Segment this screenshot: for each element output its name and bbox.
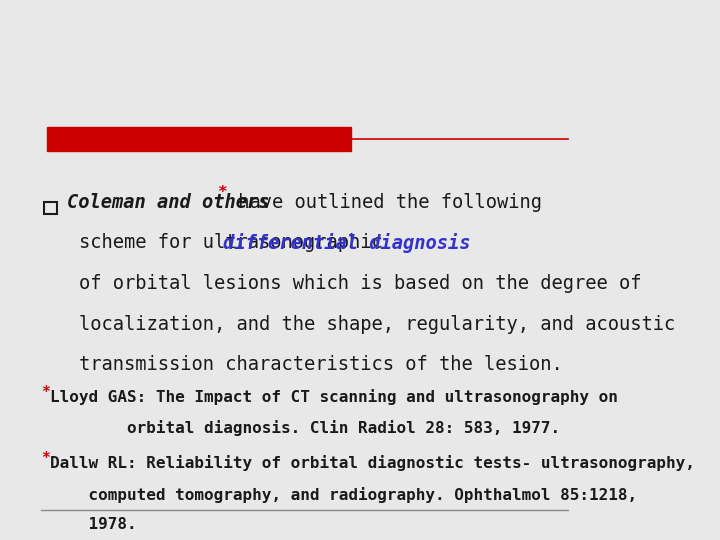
Text: orbital diagnosis. Clin Radiol 28: 583, 1977.: orbital diagnosis. Clin Radiol 28: 583, … (50, 420, 560, 436)
Text: Dallw RL: Reliability of orbital diagnostic tests- ultrasonography,: Dallw RL: Reliability of orbital diagnos… (50, 455, 695, 471)
Bar (44, 202, 57, 214)
Text: Coleman and others: Coleman and others (68, 193, 270, 212)
Text: Lloyd GAS: The Impact of CT scanning and ultrasonography on: Lloyd GAS: The Impact of CT scanning and… (50, 389, 618, 405)
Text: computed tomography, and radiography. Ophthalmol 85:1218,: computed tomography, and radiography. Op… (50, 487, 637, 503)
Text: 1978.: 1978. (50, 517, 136, 532)
Text: localization, and the shape, regularity, and acoustic: localization, and the shape, regularity,… (79, 314, 675, 334)
Text: *: * (41, 451, 50, 467)
Text: differential diagnosis: differential diagnosis (223, 233, 471, 253)
Text: *: * (217, 185, 226, 200)
Text: of orbital lesions which is based on the degree of: of orbital lesions which is based on the… (79, 274, 642, 293)
Text: have outlined the following: have outlined the following (228, 193, 542, 212)
Text: transmission characteristics of the lesion.: transmission characteristics of the lesi… (79, 355, 563, 374)
Bar (47, 127, 351, 151)
Text: scheme for ultrasonographic: scheme for ultrasonographic (79, 233, 394, 253)
Text: *: * (41, 385, 50, 400)
